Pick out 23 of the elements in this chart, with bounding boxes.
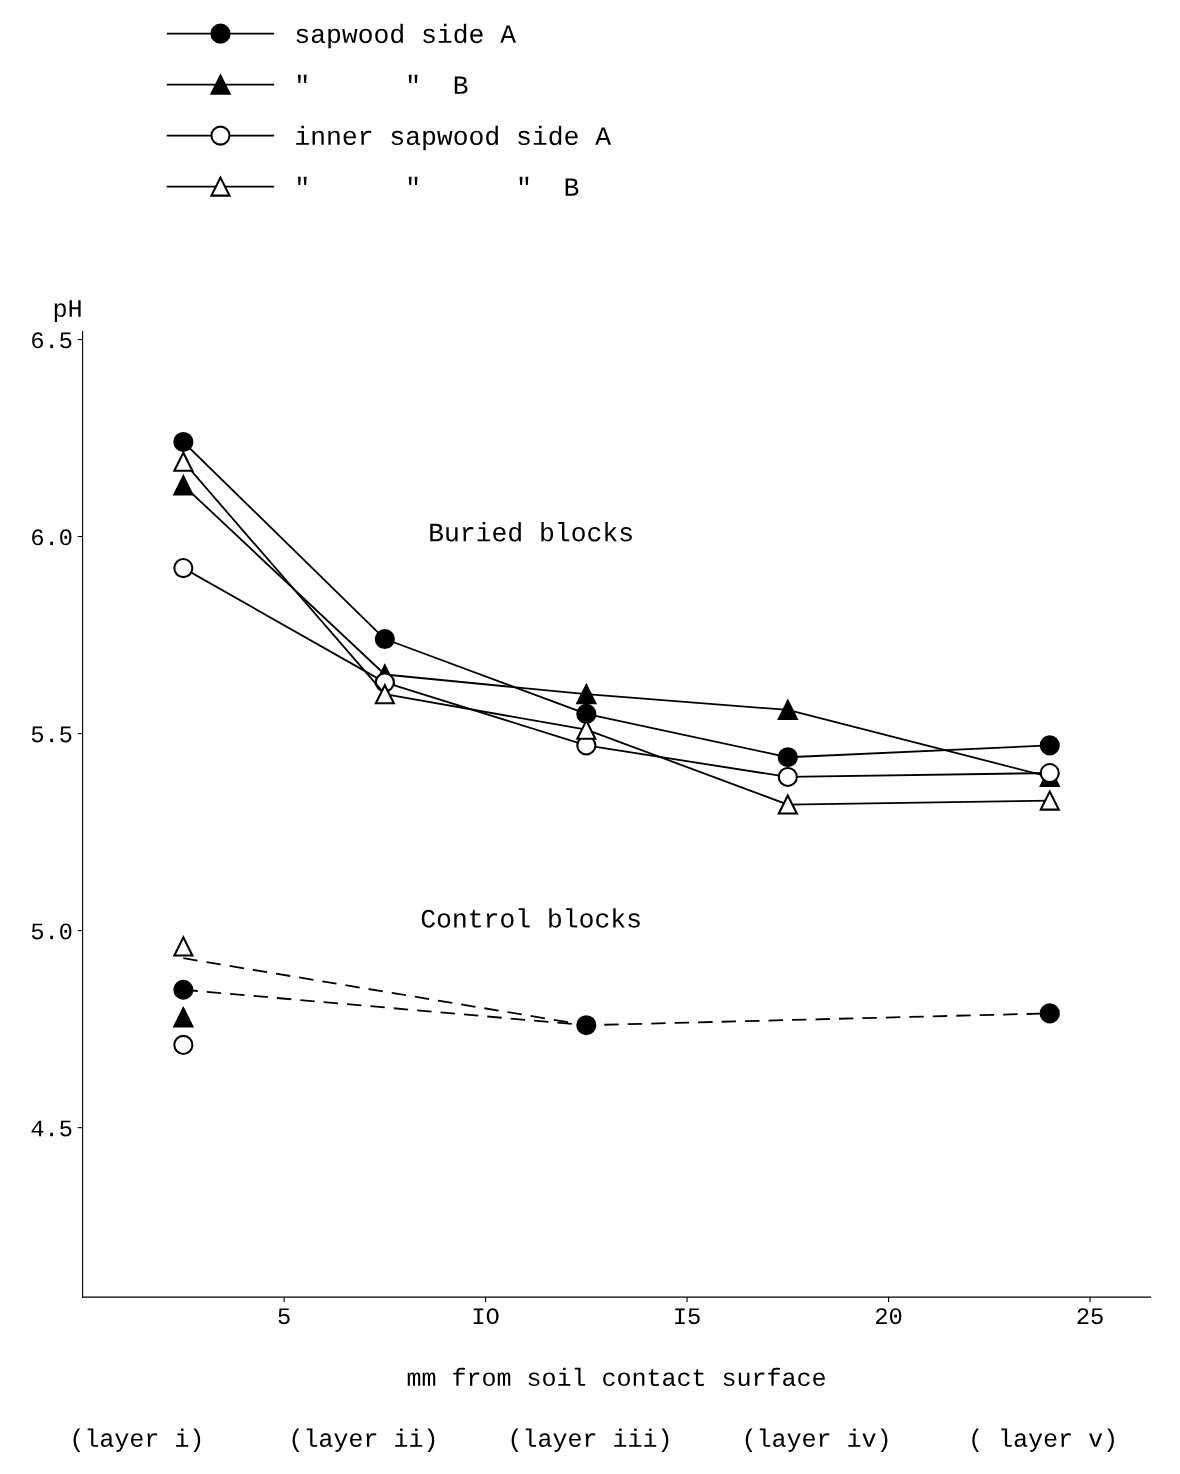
y-tick-label: 6.0 xyxy=(32,529,72,546)
y-tick-label: 5.5 xyxy=(31,726,72,743)
legend-label: " " " B xyxy=(297,176,579,196)
text: (layer i) xyxy=(73,1428,201,1452)
x-tick-label: I5 xyxy=(675,1308,700,1325)
y-tick-label: 5.0 xyxy=(31,923,72,940)
x-axis-title: mm from soil contact surface xyxy=(407,1367,825,1387)
x-tick-label: IO xyxy=(473,1308,499,1325)
text: (layer iii) xyxy=(511,1428,669,1452)
legend-label: inner sapwood side A xyxy=(296,125,612,151)
x-tick-label: 20 xyxy=(876,1308,902,1325)
text: (layer ii) xyxy=(292,1428,435,1452)
y-tick-label: 6.5 xyxy=(32,332,72,349)
annotation: Buried blocks xyxy=(430,522,632,542)
x-tick-label: 25 xyxy=(1077,1308,1103,1325)
legend-label: sapwood side A xyxy=(296,23,517,49)
annotation: Control blocks xyxy=(421,908,640,928)
text: (layer iv) xyxy=(745,1428,888,1452)
legend-label: " " B xyxy=(297,74,468,94)
y-axis-title: pH xyxy=(54,300,81,322)
y-tick-label: 4.5 xyxy=(31,1120,72,1137)
text: ( layer v) xyxy=(972,1428,1114,1452)
x-tick-label: 5 xyxy=(278,1308,290,1325)
